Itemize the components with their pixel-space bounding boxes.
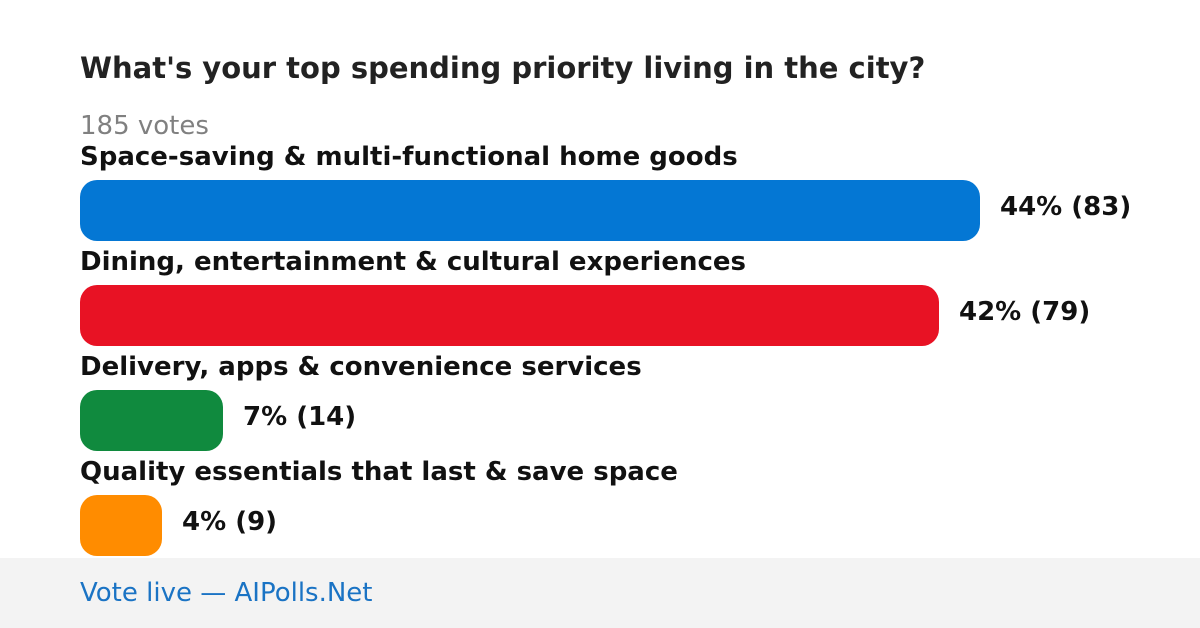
result-bar bbox=[80, 495, 162, 556]
footer-bar: Vote live — AIPolls.Net bbox=[0, 558, 1200, 628]
option-label: Delivery, apps & convenience services bbox=[80, 352, 642, 382]
poll-option: Dining, entertainment & cultural experie… bbox=[80, 245, 1160, 350]
result-bar bbox=[80, 285, 939, 346]
option-label: Dining, entertainment & cultural experie… bbox=[80, 247, 746, 277]
result-value-label: 4% (9) bbox=[182, 507, 278, 537]
poll-option: Quality essentials that last & save spac… bbox=[80, 455, 1160, 560]
result-bar bbox=[80, 180, 980, 241]
poll-option: Space-saving & multi-functional home goo… bbox=[80, 140, 1160, 245]
option-label: Space-saving & multi-functional home goo… bbox=[80, 142, 738, 172]
result-value-label: 44% (83) bbox=[1000, 192, 1132, 222]
vote-live-link[interactable]: Vote live — AIPolls.Net bbox=[80, 578, 373, 608]
result-bar bbox=[80, 390, 223, 451]
option-label: Quality essentials that last & save spac… bbox=[80, 457, 678, 487]
result-value-label: 7% (14) bbox=[243, 402, 357, 432]
vote-count: 185 votes bbox=[80, 111, 209, 141]
poll-option: Delivery, apps & convenience services 7% … bbox=[80, 350, 1160, 455]
poll-title: What's your top spending priority living… bbox=[80, 51, 926, 85]
result-value-label: 42% (79) bbox=[959, 297, 1091, 327]
